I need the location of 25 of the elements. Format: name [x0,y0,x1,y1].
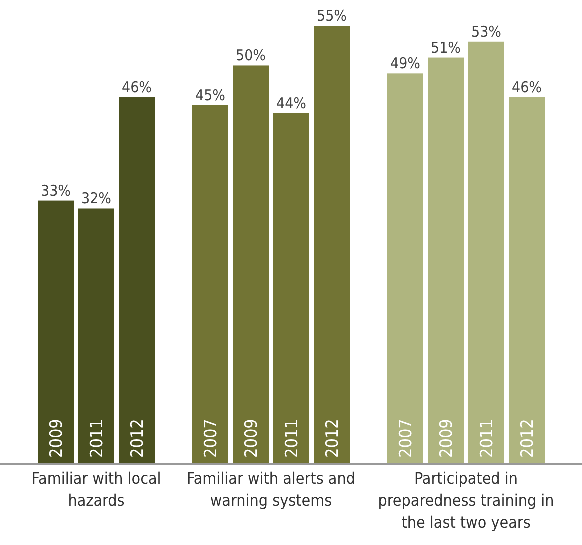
series-label: 2009 [47,419,67,458]
text: 2009 [437,419,457,458]
x-tick-label: Familiar with local hazards [32,469,162,510]
data-label: 44% [276,94,307,112]
series-label: 2011 [88,419,108,458]
text: 2009 [242,419,262,458]
text: 2011 [478,419,498,458]
data-label: 49% [390,54,421,73]
text: 2011 [282,419,302,458]
data-label: 33% [41,182,72,200]
data-label: 32% [82,190,112,208]
x-tick-label: Participated in preparedness training in the last two years [378,469,554,532]
x-tick-label: Familiar with alerts and warning systems [187,469,356,510]
data-label: 55% [317,7,348,25]
series-label: 2007 [202,419,222,458]
text: 2007 [396,419,416,458]
text: 2012 [518,419,538,458]
data-label: 53% [472,22,502,41]
data-label: 45% [196,86,226,104]
data-label: 46% [512,78,542,97]
data-label: 50% [236,46,266,65]
data-label: 46% [122,78,152,97]
series-label: 2012 [128,419,148,458]
text: 2012 [323,419,343,458]
data-label: 51% [431,38,462,57]
